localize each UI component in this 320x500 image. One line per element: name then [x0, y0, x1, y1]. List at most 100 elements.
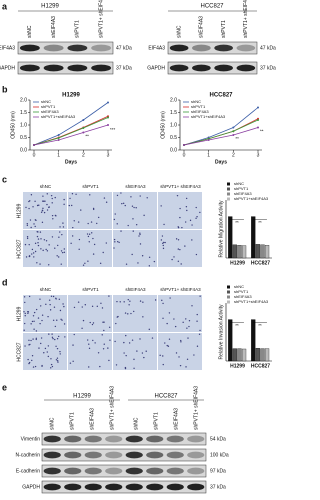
cell: [63, 203, 65, 206]
column-label: shNC: [133, 417, 139, 430]
band: [236, 64, 256, 72]
band: [169, 64, 189, 72]
annotation: **: [260, 128, 264, 133]
cell: [28, 361, 31, 364]
series-line: [33, 102, 109, 146]
cell: [92, 208, 95, 211]
cell: [39, 298, 41, 300]
cell: [175, 352, 178, 354]
cell: [28, 207, 30, 210]
legend-swatch: [227, 197, 230, 201]
point: [232, 130, 235, 133]
cell: [32, 366, 35, 368]
column-label: shPVT1: [82, 184, 99, 189]
cell: [31, 253, 33, 255]
cell: [56, 255, 58, 257]
column-label: shPVT1+ shEIF4A3: [109, 386, 115, 430]
cell: [26, 223, 28, 225]
micrograph: [113, 192, 157, 229]
cell: [88, 241, 90, 243]
cell: [33, 311, 36, 314]
cell: [199, 295, 201, 297]
cell: [31, 248, 34, 251]
cell: [191, 224, 193, 226]
cell: [102, 321, 104, 323]
x-tick-label: HCC827: [251, 363, 270, 369]
cell: [63, 248, 65, 250]
bar: [241, 348, 247, 362]
band: [125, 435, 143, 443]
y-axis-label: Relative Invasion Activity: [218, 304, 224, 360]
micrograph: [23, 230, 67, 267]
legend-label: shEIF4A3: [41, 109, 59, 114]
cell: [59, 309, 62, 312]
cell: [113, 218, 116, 221]
cell: [56, 360, 59, 362]
column-label: shPVT1: [153, 412, 159, 430]
cell: [87, 235, 90, 238]
micrograph: [68, 295, 112, 332]
cell: [88, 347, 91, 350]
x-tick-label: 0: [183, 152, 186, 158]
cell: [139, 338, 141, 340]
cell: [24, 312, 26, 315]
micrograph: [158, 333, 202, 370]
panel-label: a: [2, 1, 8, 11]
cell: [128, 304, 130, 306]
row-label: H1299: [16, 203, 22, 218]
cell: [55, 345, 57, 347]
cell: [58, 298, 61, 300]
cell: [97, 352, 100, 354]
x-tick-label: 3: [257, 152, 260, 158]
y-axis-label: OD450 (nm): [160, 111, 166, 139]
cell: [113, 238, 116, 241]
cell: [114, 340, 116, 343]
cell: [169, 297, 171, 299]
cell: [177, 239, 180, 241]
cell: [162, 317, 164, 319]
cell: [159, 354, 161, 357]
cell: [90, 232, 93, 234]
cell: [61, 233, 63, 236]
cell: [29, 200, 31, 202]
cell: [131, 205, 134, 207]
bar: [260, 348, 265, 362]
series-line: [183, 107, 259, 146]
column-label: shPVT1: [75, 20, 81, 38]
cell: [86, 233, 89, 235]
cell: [100, 302, 102, 305]
series-line: [33, 117, 109, 146]
cell: [55, 298, 57, 300]
cell: [62, 226, 65, 228]
size-label: 37 kDa: [260, 65, 276, 71]
cell: [164, 342, 166, 344]
cell: [102, 251, 104, 254]
band: [166, 451, 184, 459]
bar: [241, 245, 247, 259]
cell: [164, 241, 166, 244]
cell: [116, 300, 118, 303]
cell: [70, 242, 72, 245]
series-line: [33, 124, 109, 146]
cell: [114, 213, 116, 215]
blot: [41, 464, 207, 478]
cell: [30, 323, 32, 325]
cell: [57, 244, 59, 247]
micrograph: [68, 192, 112, 229]
cell: [174, 325, 177, 328]
cell: [32, 252, 35, 254]
cell: [175, 238, 178, 240]
legend-label: shNC: [234, 284, 244, 289]
cell: [148, 256, 151, 258]
band: [146, 467, 164, 475]
point: [33, 144, 35, 146]
band: [187, 451, 205, 459]
cell: [151, 337, 154, 339]
band: [91, 44, 112, 52]
cell: [54, 196, 56, 199]
cell: [89, 321, 91, 324]
cell: [199, 329, 201, 332]
cell: [143, 356, 145, 359]
cell: [101, 334, 103, 336]
cell: [123, 301, 125, 303]
